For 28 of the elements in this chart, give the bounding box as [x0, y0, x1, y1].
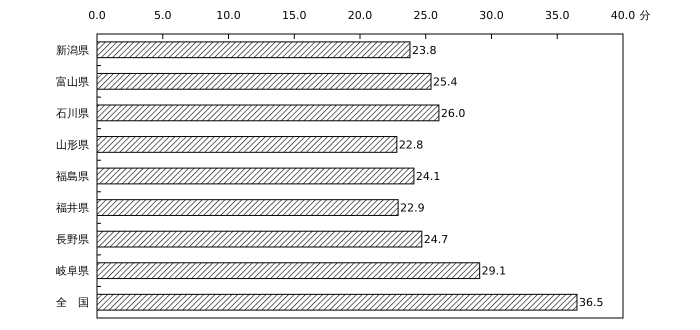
y-tick-label: 福島県 — [56, 170, 89, 183]
data-label: 22.9 — [400, 202, 425, 215]
y-tick-label: 福井県 — [56, 202, 89, 215]
x-tick-label: 5.0 — [154, 9, 172, 22]
x-tick-label: 35.0 — [545, 9, 570, 22]
y-tick-label: 新潟県 — [56, 44, 89, 57]
x-tick-label: 10.0 — [216, 9, 241, 22]
y-tick-label: 岐阜県 — [56, 264, 89, 278]
x-tick-label: 25.0 — [414, 9, 438, 22]
data-label: 26.0 — [440, 106, 466, 120]
x-tick-label: 40.0 — [610, 9, 636, 22]
y-tick-label: 全 国 — [56, 296, 89, 310]
data-label: 24.7 — [424, 233, 448, 246]
y-tick-label: 長野県 — [56, 233, 89, 246]
y-tick-label: 石川県 — [56, 106, 89, 120]
x-tick-label: 0.0 — [88, 9, 106, 22]
x-tick-label: 15.0 — [282, 9, 306, 22]
x-axis-title: 分 — [640, 9, 650, 22]
data-label: 22.8 — [398, 138, 424, 152]
data-label: 36.5 — [578, 296, 604, 310]
data-label: 24.1 — [416, 170, 440, 183]
data-label: 23.8 — [412, 44, 436, 57]
x-tick-label: 30.0 — [479, 9, 504, 22]
y-tick-label: 山形県 — [56, 138, 89, 152]
data-label: 25.4 — [433, 75, 458, 88]
x-tick-label: 20.0 — [348, 9, 372, 22]
data-label: 29.1 — [482, 264, 506, 278]
y-tick-label: 富山県 — [56, 75, 89, 88]
